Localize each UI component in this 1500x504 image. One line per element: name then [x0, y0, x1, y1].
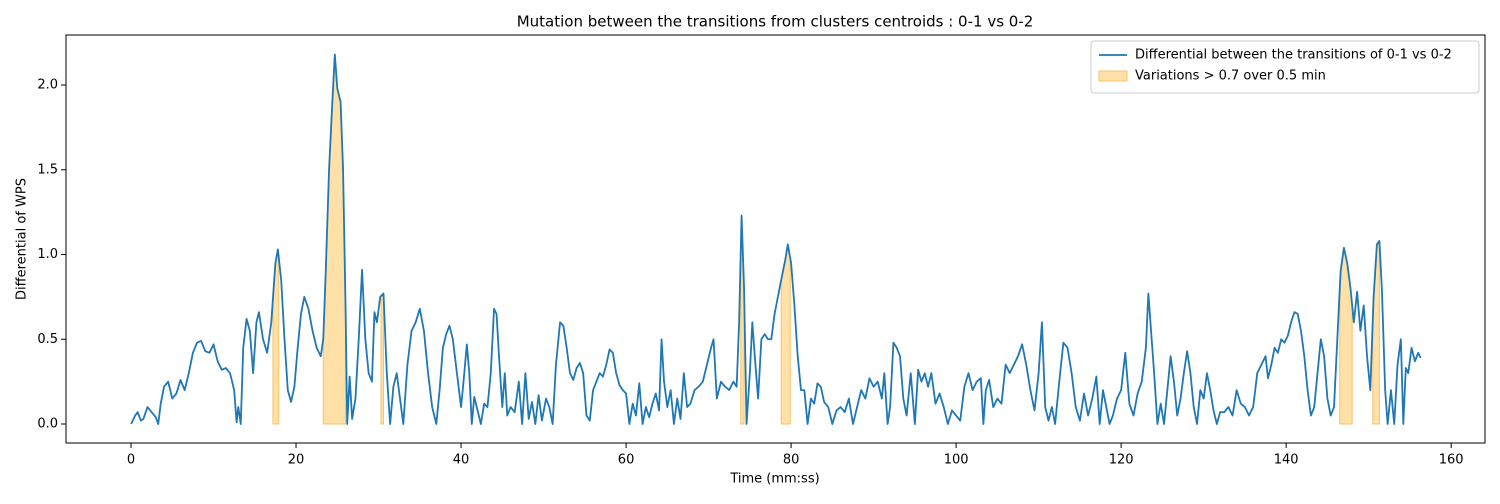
y-tick-label: 2.0: [37, 78, 58, 93]
y-tick-label: 1.5: [37, 162, 58, 177]
x-tick-label: 20: [288, 453, 305, 468]
y-tick-label: 0.5: [37, 332, 58, 347]
x-tick-label: 100: [944, 453, 969, 468]
legend: Differential between the transitions of …: [1090, 40, 1480, 94]
x-tick-label: 80: [783, 453, 800, 468]
y-tick-label: 0.0: [37, 417, 58, 432]
chart-title: Mutation between the transitions from cl…: [517, 13, 1034, 31]
x-tick-label: 60: [618, 453, 635, 468]
x-tick-label: 140: [1274, 453, 1299, 468]
x-axis-label: Time (mm:ss): [729, 472, 819, 487]
x-tick-label: 40: [453, 453, 470, 468]
x-tick-label: 0: [127, 453, 135, 468]
x-tick-label: 160: [1439, 453, 1464, 468]
plot-frame: [65, 34, 1486, 444]
legend-swatch: [1098, 70, 1128, 82]
data-line: [130, 53, 1422, 425]
legend-label: Differential between the transitions of …: [1135, 48, 1452, 63]
y-tick-label: 1.0: [37, 247, 58, 262]
y-axis-label: Differential of WPS: [15, 178, 30, 300]
highlight-span: [1339, 247, 1353, 425]
legend-label: Variations > 0.7 over 0.5 min: [1135, 69, 1326, 84]
legend-box: [1090, 40, 1480, 94]
highlight-span: [380, 292, 384, 425]
x-tick-label: 120: [1109, 453, 1134, 468]
